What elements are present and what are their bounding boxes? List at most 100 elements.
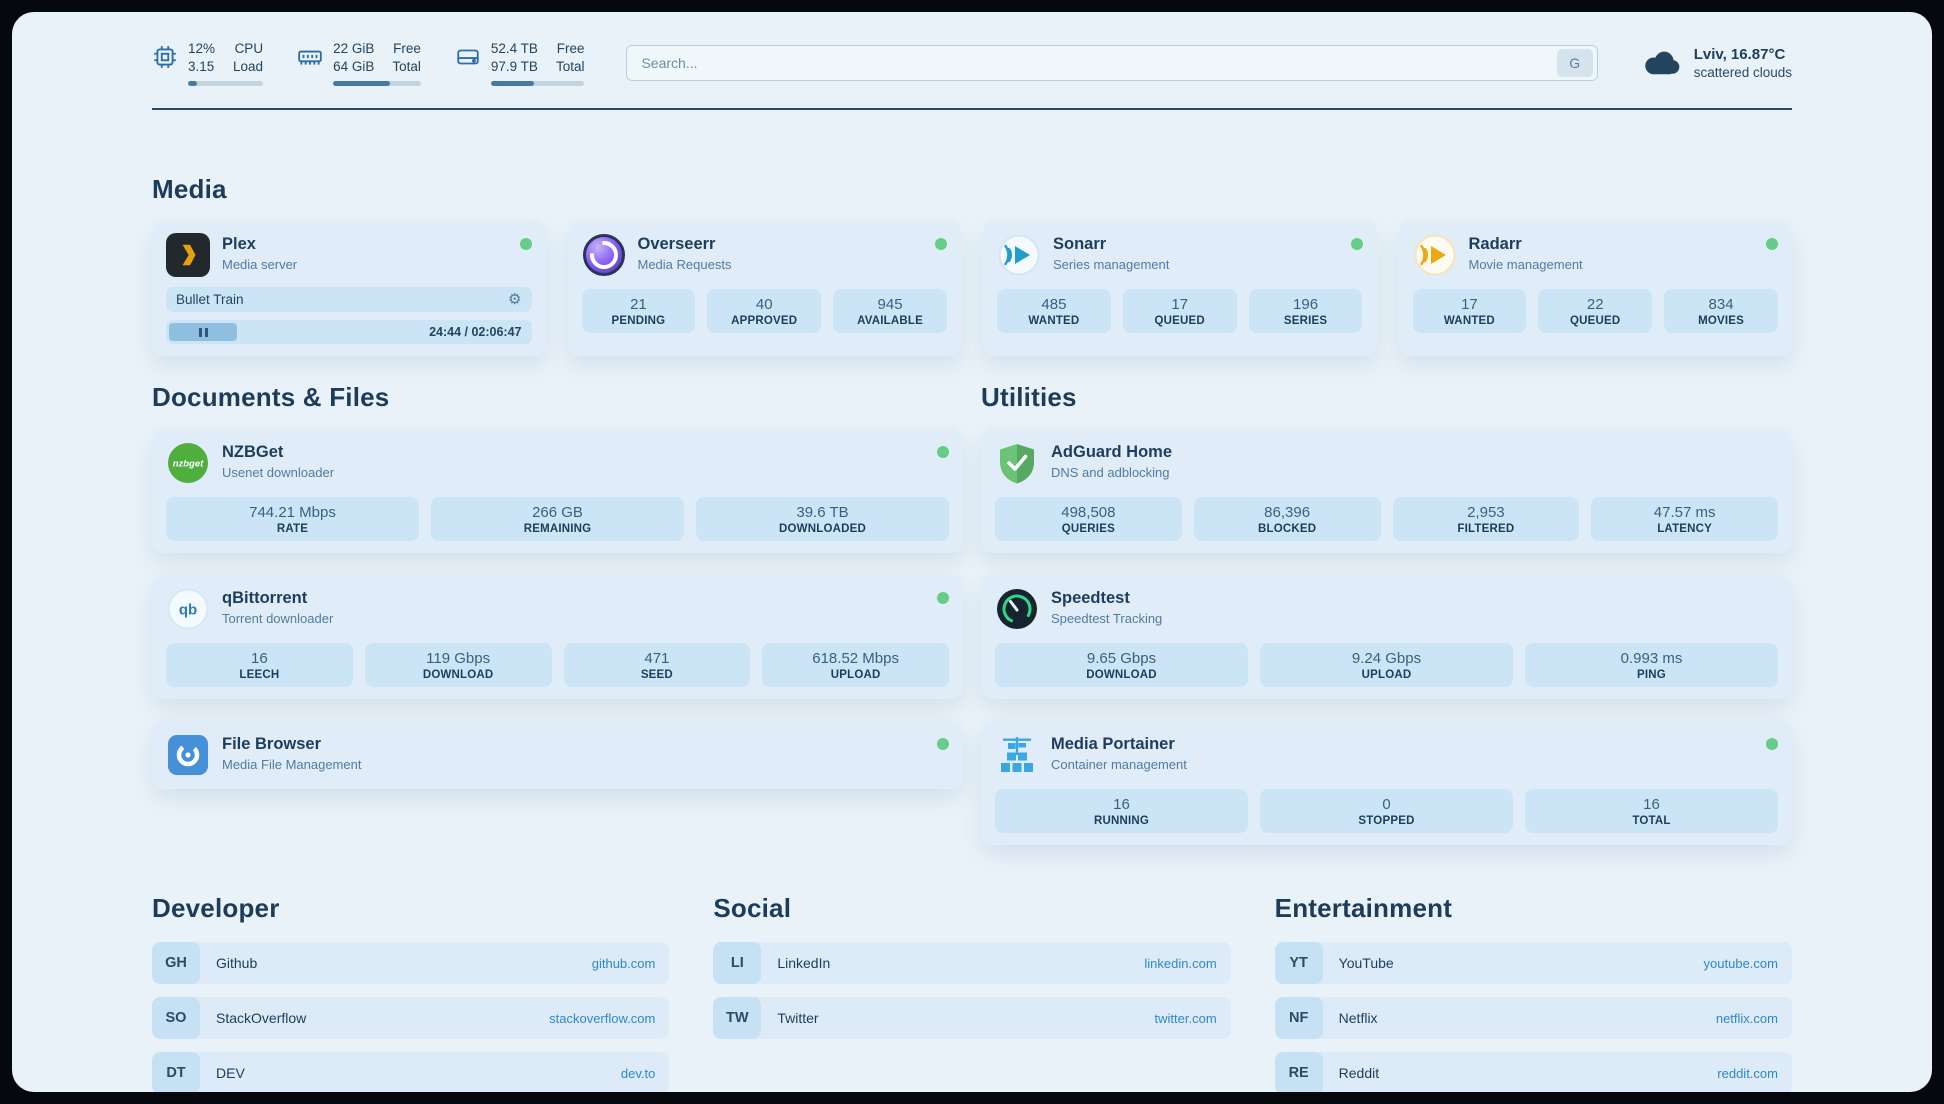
developer-bookmarks: Developer GH Github github.com SO StackO… [152,893,670,1092]
svg-text:nzbget: nzbget [173,459,204,470]
bookmark-name: StackOverflow [216,1010,307,1026]
memory-free: 22 GiB [333,41,375,56]
disk-progress-fill [490,81,534,86]
status-dot [519,238,532,250]
service-description: Movie management [1468,257,1583,272]
status-dot [937,738,949,750]
stat-tile: 17 WANTED [1412,289,1527,333]
documents-section-title: Documents & Files [152,382,390,412]
service-name: Plex [222,235,256,253]
bookmark-url[interactable]: linkedin.com [1144,955,1217,971]
bookmark-name: DEV [216,1065,245,1081]
utilities-section-title: Utilities [981,382,1077,412]
stat-value: 16 [251,650,268,667]
disk-widget: 52.4 TB Free 97.9 TB Total [455,40,585,86]
bookmark-stackoverflow[interactable]: SO StackOverflow stackoverflow.com [152,997,670,1039]
stat-value: 196 [1293,296,1319,313]
topbar: 12% CPU 3.15 Load 22 GiB Free 64 [152,40,1792,86]
stat-label: UPLOAD [830,669,881,681]
cpu-progress-track [188,81,264,86]
stat-label: SERIES [1283,315,1328,327]
service-name: Overseerr [637,235,716,253]
entertainment-bookmarks: Entertainment YT YouTube youtube.com NF … [1274,893,1792,1092]
stat-tile: 16 TOTAL [1525,789,1778,833]
bookmark-url[interactable]: stackoverflow.com [549,1010,656,1026]
media-grid: Plex Media server Bullet Train ⚙ 24:44 /… [152,221,1792,356]
stat-label: DOWNLOAD [1086,669,1157,681]
memory-progress-track [333,81,421,86]
cloud-icon [1640,48,1682,78]
documents-column: Documents & Files nzbget NZBGet Usenet d… [152,356,963,867]
radarr-icon [1413,233,1457,277]
bookmark-youtube[interactable]: YT YouTube youtube.com [1274,942,1792,984]
search-input[interactable] [641,55,1557,71]
radarr-card[interactable]: Radarr Movie management 17 WANTED 22 QUEUE… [1398,221,1792,356]
service-description: Media File Management [222,757,362,772]
stat-tile: 22 QUEUED [1538,289,1653,333]
dashboard: 12% CPU 3.15 Load 22 GiB Free 64 [12,12,1932,1092]
bookmark-netflix[interactable]: NF Netflix netflix.com [1274,997,1792,1039]
stat-label: BLOCKED [1257,523,1317,535]
stat-tile: 9.65 Gbps DOWNLOAD [995,643,1248,687]
status-dot [1766,238,1778,250]
stat-value: 618.52 Mbps [812,650,899,667]
stat-tile: 9.24 Gbps UPLOAD [1260,643,1513,687]
status-dot [935,238,947,250]
status-dot [1350,238,1363,250]
weather-widget: Lviv, 16.87°C scattered clouds [1640,46,1792,80]
speedtest-icon [995,587,1039,631]
service-description: Torrent downloader [222,611,334,626]
social-bookmarks: Social LI LinkedIn linkedin.com TW Twitt… [713,893,1231,1092]
bookmark-url[interactable]: twitter.com [1154,1010,1217,1026]
disk-icon [455,44,481,70]
gear-icon[interactable]: ⚙ [508,290,522,308]
stat-value: 16 [1643,796,1660,813]
service-description: Series management [1053,257,1170,272]
playback-time: 24:44 / 02:06:47 [429,325,522,339]
stat-label: APPROVED [731,315,798,327]
stat-value: 9.24 Gbps [1351,650,1422,667]
service-name: Media Portainer [1051,735,1175,753]
bookmark-url[interactable]: dev.to [620,1065,656,1081]
adguard-card[interactable]: AdGuard Home DNS and adblocking 498,508 Q… [981,429,1792,553]
qbittorrent-card[interactable]: qb qBittorrent Torrent downloader 16 LEEC… [152,575,963,699]
bookmark-url[interactable]: reddit.com [1717,1065,1778,1081]
memory-free-label: Free [393,41,421,56]
overseerr-icon [582,233,626,277]
qbittorrent-icon: qb [166,587,210,631]
portainer-card[interactable]: Media Portainer Container management 16 R… [981,721,1792,845]
plex-card[interactable]: Plex Media server Bullet Train ⚙ 24:44 /… [152,221,546,356]
service-name: Sonarr [1053,235,1107,253]
filebrowser-card[interactable]: File Browser Media File Management [152,721,963,789]
service-name: qBittorrent [222,589,308,607]
overseerr-card[interactable]: Overseerr Media Requests 21 PENDING 40 APP… [567,221,961,356]
stat-label: QUEUED [1570,315,1621,327]
stat-label: TOTAL [1632,815,1671,827]
plex-icon [166,233,210,277]
bookmark-github[interactable]: GH Github github.com [152,942,670,984]
status-dot [1766,738,1778,750]
stat-tile: 47.57 ms LATENCY [1591,497,1778,541]
pause-button[interactable] [169,323,238,341]
bookmark-reddit[interactable]: RE Reddit reddit.com [1274,1052,1792,1092]
stat-value: 0 [1382,796,1391,813]
search-engine-button[interactable]: G [1556,49,1593,77]
search-bar: G [626,45,1598,81]
bookmark-linkedin[interactable]: LI LinkedIn linkedin.com [713,942,1231,984]
bookmark-url[interactable]: youtube.com [1703,955,1778,971]
disk-progress-track [490,81,585,86]
stat-value: 17 [1171,296,1189,313]
bookmark-dev[interactable]: DT DEV dev.to [152,1052,670,1092]
bookmark-url[interactable]: github.com [591,955,656,971]
bookmark-abbr: RE [1274,1052,1323,1092]
status-dot [937,446,949,458]
stat-label: UPLOAD [1361,669,1412,681]
stat-tile: 196 SERIES [1248,289,1363,333]
sonarr-card[interactable]: Sonarr Series management 485 WANTED 17 QUE… [983,221,1377,356]
stat-value: 119 Gbps [426,650,491,667]
bookmark-url[interactable]: netflix.com [1715,1010,1778,1026]
speedtest-card[interactable]: Speedtest Speedtest Tracking 9.65 Gbps DO… [981,575,1792,699]
nzbget-card[interactable]: nzbget NZBGet Usenet downloader 744.21 M… [152,429,963,553]
bookmark-twitter[interactable]: TW Twitter twitter.com [713,997,1231,1039]
svg-text:qb: qb [179,602,197,619]
